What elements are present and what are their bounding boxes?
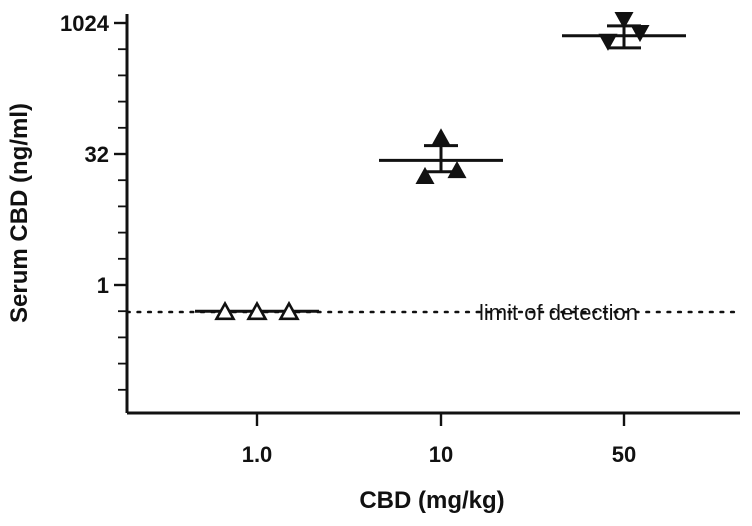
y-tick-label: 32 — [85, 142, 109, 167]
data-point — [598, 33, 618, 51]
data-point — [431, 128, 451, 146]
data-point — [447, 161, 467, 179]
data-point — [246, 300, 268, 321]
x-tick-label: 1.0 — [242, 442, 273, 467]
y-axis-title: Serum CBD (ng/ml) — [6, 103, 33, 323]
data-point — [614, 12, 634, 30]
data-points — [214, 12, 650, 321]
x-axis-ticks: 1.0 10 50 — [242, 413, 636, 467]
limit-of-detection-label: limit of detection — [479, 300, 638, 325]
y-axis-ticks: 1 32 1024 — [60, 11, 127, 391]
y-tick-label: 1 — [97, 273, 109, 298]
data-point — [278, 300, 300, 321]
data-point — [214, 300, 236, 321]
x-axis-title: CBD (mg/kg) — [359, 487, 504, 514]
error-bars — [195, 24, 686, 313]
x-tick-label: 10 — [429, 442, 453, 467]
data-point — [415, 166, 435, 184]
y-tick-label: 1024 — [60, 11, 110, 36]
data-point — [630, 25, 650, 43]
x-tick-label: 50 — [612, 442, 636, 467]
